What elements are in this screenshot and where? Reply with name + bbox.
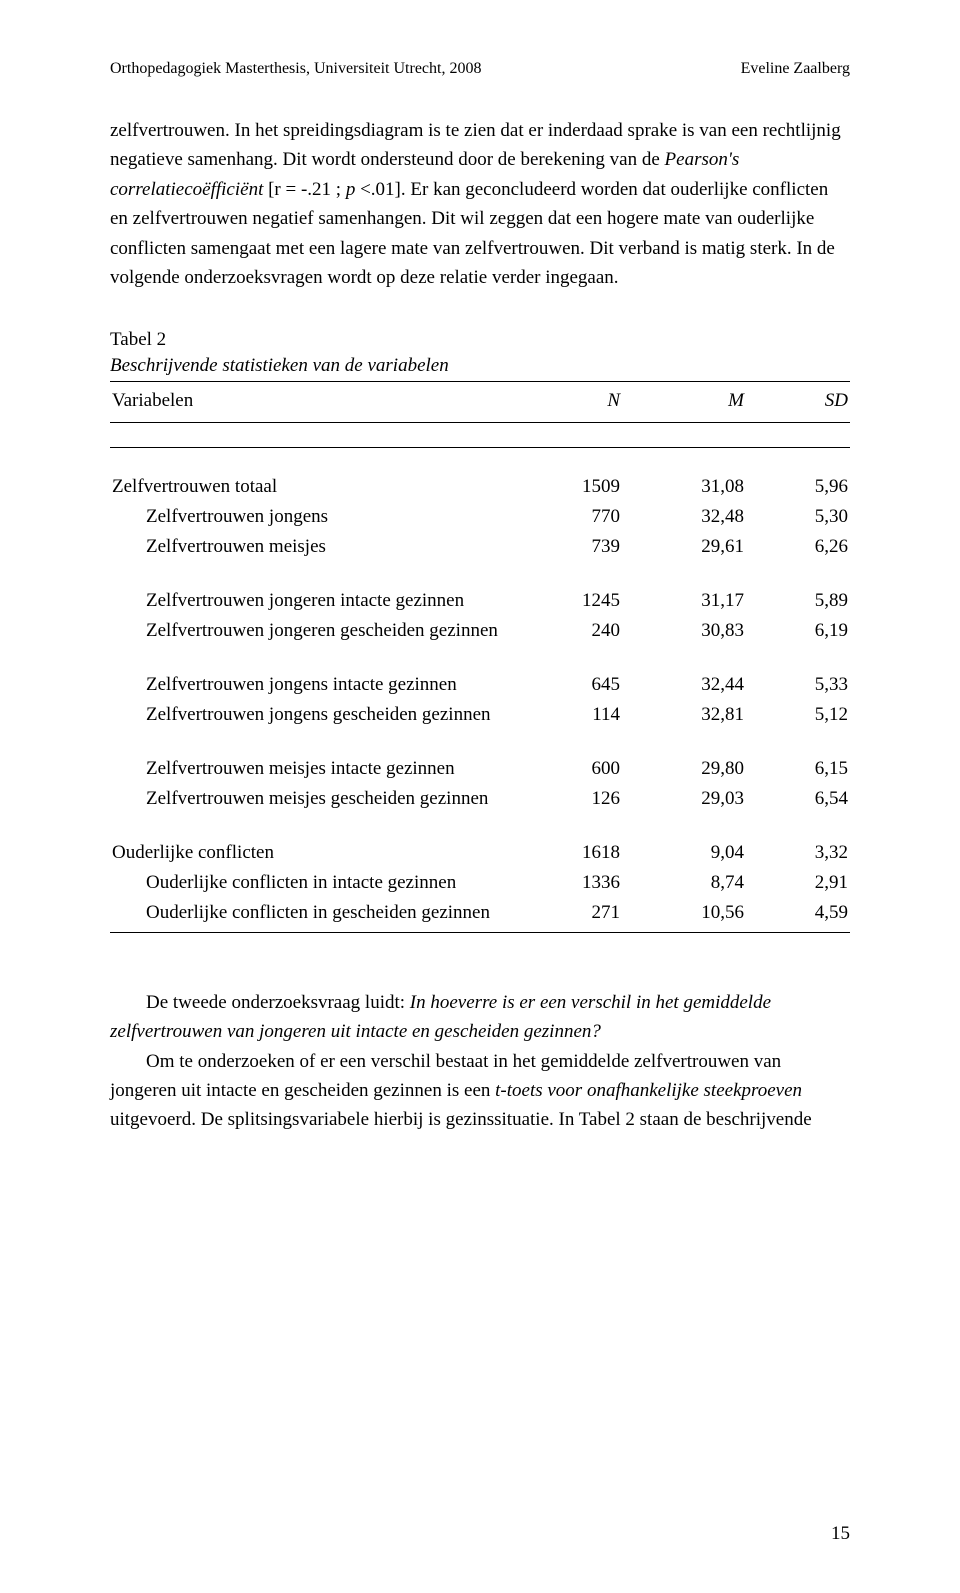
- col-sd: SD: [746, 386, 850, 423]
- cell-n: 126: [518, 784, 622, 814]
- cell-sd: 5,89: [746, 586, 850, 616]
- page-number: 15: [831, 1523, 850, 1545]
- cell-sd: 5,12: [746, 700, 850, 730]
- cell-sd: 6,54: [746, 784, 850, 814]
- para1-b: [r = -.21 ;: [268, 179, 346, 200]
- cell-n: 1509: [518, 472, 622, 502]
- cell-label: Ouderlijke conflicten in intacte gezinne…: [110, 868, 518, 898]
- cell-m: 9,04: [622, 838, 746, 868]
- table-bottom-rule: [110, 932, 850, 934]
- table-caption: Beschrijvende statistieken van de variab…: [110, 355, 850, 382]
- cell-n: 240: [518, 616, 622, 646]
- header-left: Orthopedagogiek Masterthesis, Universite…: [110, 60, 481, 78]
- table-body: Zelfvertrouwen totaal150931,085,96Zelfve…: [110, 422, 850, 928]
- header-rule-top: [110, 422, 850, 435]
- table-row: Ouderlijke conflicten in gescheiden gezi…: [110, 898, 850, 928]
- table-header-row: Variabelen N M SD: [110, 386, 850, 423]
- cell-m: 31,17: [622, 586, 746, 616]
- cell-sd: 6,19: [746, 616, 850, 646]
- paragraph-2: De tweede onderzoeksvraag luidt: In hoev…: [110, 988, 850, 1135]
- cell-sd: 6,26: [746, 532, 850, 562]
- para3-b: uitgevoerd. De splitsingsvariabele hierb…: [110, 1109, 812, 1130]
- cell-m: 30,83: [622, 616, 746, 646]
- cell-label: Zelfvertrouwen meisjes: [110, 532, 518, 562]
- cell-label: Zelfvertrouwen jongens intacte gezinnen: [110, 670, 518, 700]
- cell-sd: 5,96: [746, 472, 850, 502]
- paragraph-1: zelfvertrouwen. In het spreidingsdiagram…: [110, 116, 850, 293]
- table-row: Zelfvertrouwen jongeren gescheiden gezin…: [110, 616, 850, 646]
- col-variabelen: Variabelen: [110, 386, 518, 423]
- table-row: Ouderlijke conflicten16189,043,32: [110, 838, 850, 868]
- cell-n: 770: [518, 502, 622, 532]
- cell-m: 31,08: [622, 472, 746, 502]
- page: Orthopedagogiek Masterthesis, Universite…: [0, 0, 960, 1593]
- table-row: Zelfvertrouwen jongens intacte gezinnen6…: [110, 670, 850, 700]
- section-gap: [110, 814, 850, 838]
- cell-n: 114: [518, 700, 622, 730]
- col-m: M: [622, 386, 746, 423]
- section-gap: [110, 646, 850, 670]
- cell-m: 32,81: [622, 700, 746, 730]
- cell-sd: 5,33: [746, 670, 850, 700]
- cell-n: 1618: [518, 838, 622, 868]
- table-block: Tabel 2 Beschrijvende statistieken van d…: [110, 329, 850, 934]
- cell-label: Zelfvertrouwen totaal: [110, 472, 518, 502]
- cell-n: 271: [518, 898, 622, 928]
- cell-label: Zelfvertrouwen meisjes gescheiden gezinn…: [110, 784, 518, 814]
- section-gap: [110, 730, 850, 754]
- page-header: Orthopedagogiek Masterthesis, Universite…: [110, 60, 850, 78]
- cell-label: Zelfvertrouwen jongens gescheiden gezinn…: [110, 700, 518, 730]
- section-gap: [110, 562, 850, 586]
- cell-m: 29,03: [622, 784, 746, 814]
- para1-italic2: p: [346, 179, 360, 200]
- cell-m: 10,56: [622, 898, 746, 928]
- table-row: Zelfvertrouwen jongens77032,485,30: [110, 502, 850, 532]
- cell-sd: 5,30: [746, 502, 850, 532]
- cell-label: Zelfvertrouwen jongeren gescheiden gezin…: [110, 616, 518, 646]
- cell-m: 32,44: [622, 670, 746, 700]
- cell-label: Zelfvertrouwen meisjes intacte gezinnen: [110, 754, 518, 784]
- cell-m: 32,48: [622, 502, 746, 532]
- table-label: Tabel 2: [110, 329, 850, 351]
- cell-n: 600: [518, 754, 622, 784]
- table-row: Zelfvertrouwen totaal150931,085,96: [110, 472, 850, 502]
- cell-sd: 4,59: [746, 898, 850, 928]
- cell-n: 1245: [518, 586, 622, 616]
- cell-label: Zelfvertrouwen jongens: [110, 502, 518, 532]
- header-right: Eveline Zaalberg: [741, 60, 850, 78]
- cell-n: 645: [518, 670, 622, 700]
- table-row: Zelfvertrouwen meisjes gescheiden gezinn…: [110, 784, 850, 814]
- table-row: Zelfvertrouwen meisjes intacte gezinnen6…: [110, 754, 850, 784]
- cell-label: Zelfvertrouwen jongeren intacte gezinnen: [110, 586, 518, 616]
- cell-sd: 2,91: [746, 868, 850, 898]
- header-rule-bot: [110, 435, 850, 448]
- table-row: Zelfvertrouwen jongeren intacte gezinnen…: [110, 586, 850, 616]
- table-row: Zelfvertrouwen jongens gescheiden gezinn…: [110, 700, 850, 730]
- table-row: Ouderlijke conflicten in intacte gezinne…: [110, 868, 850, 898]
- cell-label: Ouderlijke conflicten: [110, 838, 518, 868]
- para3-italic: t-toets voor onafhankelijke steekproeven: [495, 1080, 802, 1101]
- cell-m: 8,74: [622, 868, 746, 898]
- col-n: N: [518, 386, 622, 423]
- table-row: Zelfvertrouwen meisjes73929,616,26: [110, 532, 850, 562]
- section-gap: [110, 447, 850, 472]
- cell-n: 739: [518, 532, 622, 562]
- cell-sd: 6,15: [746, 754, 850, 784]
- cell-m: 29,80: [622, 754, 746, 784]
- para2-a: De tweede onderzoeksvraag luidt:: [146, 992, 410, 1013]
- cell-sd: 3,32: [746, 838, 850, 868]
- cell-m: 29,61: [622, 532, 746, 562]
- cell-n: 1336: [518, 868, 622, 898]
- cell-label: Ouderlijke conflicten in gescheiden gezi…: [110, 898, 518, 928]
- stats-table: Variabelen N M SD Zelfvertrouwen totaal1…: [110, 386, 850, 928]
